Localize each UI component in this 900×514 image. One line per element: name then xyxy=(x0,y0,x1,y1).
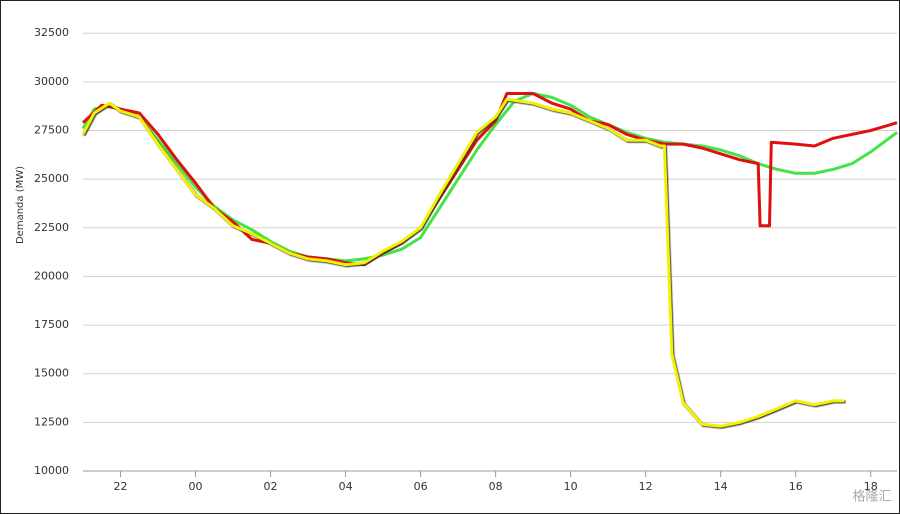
y-tick-label: 22500 xyxy=(34,221,69,234)
y-tick-label: 20000 xyxy=(34,269,69,282)
x-tick-label: 06 xyxy=(414,480,428,493)
x-tick-label: 16 xyxy=(789,480,803,493)
x-tick-label: 02 xyxy=(264,480,278,493)
x-tick-label: 08 xyxy=(489,480,503,493)
watermark: 格隆汇 xyxy=(852,489,891,505)
y-tick-label: 30000 xyxy=(34,75,69,88)
x-tick-label: 18 xyxy=(864,480,878,493)
x-tick-label: 10 xyxy=(564,480,578,493)
y-tick-label: 17500 xyxy=(34,318,69,331)
x-tick-label: 00 xyxy=(189,480,203,493)
y-axis-title: Demanda (MW) xyxy=(15,166,26,244)
x-tick-label: 12 xyxy=(639,480,653,493)
y-tick-label: 32500 xyxy=(34,26,69,39)
y-tick-label: 25000 xyxy=(34,172,69,185)
y-tick-label: 10000 xyxy=(34,464,69,477)
x-tick-label: 22 xyxy=(114,480,128,493)
y-tick-label: 15000 xyxy=(34,367,69,380)
series-line xyxy=(81,97,845,428)
y-tick-label: 12500 xyxy=(34,415,69,428)
y-tick-label: 27500 xyxy=(34,123,69,136)
x-tick-label: 04 xyxy=(339,480,353,493)
series-line xyxy=(81,92,898,263)
x-tick-label: 14 xyxy=(714,480,728,493)
